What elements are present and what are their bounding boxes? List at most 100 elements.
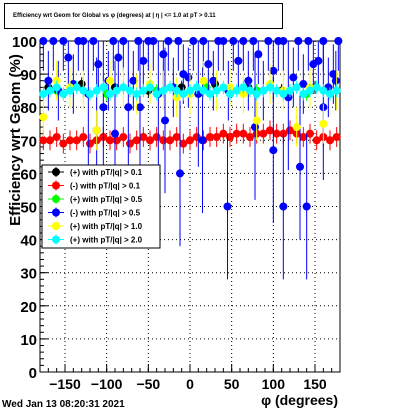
data-point	[119, 37, 128, 45]
data-point	[172, 132, 181, 141]
data-point	[39, 136, 48, 145]
data-point	[49, 37, 58, 45]
data-point	[326, 89, 334, 98]
legend-marker	[52, 168, 60, 176]
data-point	[306, 86, 314, 95]
data-point	[129, 76, 138, 85]
y-tick-label: 80	[20, 100, 37, 117]
legend-marker	[52, 208, 60, 217]
data-point	[72, 136, 81, 145]
data-point	[294, 37, 303, 45]
data-point	[302, 202, 311, 211]
data-point	[52, 83, 61, 92]
data-point	[39, 89, 48, 98]
data-point	[59, 89, 68, 98]
y-tick-label: 30	[20, 266, 37, 283]
data-point	[259, 86, 268, 95]
data-point	[229, 37, 238, 45]
data-point	[244, 76, 253, 85]
data-point	[79, 132, 88, 141]
chart-title-box: Efficiency wrt Geom for Global vs φ (deg…	[4, 3, 283, 29]
data-point	[239, 83, 248, 92]
series-3	[39, 37, 343, 280]
data-point	[172, 86, 181, 95]
data-point	[109, 37, 118, 45]
data-point	[159, 86, 168, 95]
series-1	[39, 120, 341, 154]
y-axis-label: Efficiency wrt Geom (%)	[7, 54, 24, 226]
data-point	[292, 83, 301, 92]
data-point	[272, 86, 281, 95]
data-point	[174, 37, 183, 45]
data-point	[64, 53, 73, 62]
data-point	[212, 132, 221, 141]
data-point	[299, 80, 308, 89]
data-point	[179, 89, 188, 98]
data-point	[119, 132, 128, 141]
chart-title: Efficiency wrt Geom for Global vs φ (deg…	[13, 13, 216, 19]
data-point	[319, 119, 328, 128]
data-point	[134, 37, 143, 45]
data-point	[252, 116, 261, 125]
data-point	[312, 136, 321, 145]
data-point	[99, 83, 108, 92]
data-point	[204, 60, 213, 69]
data-point	[164, 37, 173, 45]
data-point	[246, 132, 254, 141]
data-point	[199, 86, 208, 95]
data-point	[92, 126, 101, 135]
data-point	[94, 60, 103, 69]
data-point	[114, 53, 123, 62]
legend-marker	[52, 195, 60, 203]
data-point	[319, 86, 328, 95]
data-point	[232, 86, 241, 95]
data-point	[139, 132, 148, 141]
data-point	[111, 129, 119, 138]
data-point	[52, 132, 61, 141]
data-series	[39, 37, 343, 280]
x-tick-label: 0	[186, 376, 194, 392]
data-point	[124, 103, 133, 112]
series-5	[39, 80, 341, 101]
data-point	[199, 76, 208, 85]
legend-marker	[52, 181, 60, 190]
x-tick-label: −100	[91, 376, 123, 392]
data-point	[289, 73, 298, 82]
y-tick-label: 40	[20, 233, 37, 250]
data-point	[179, 139, 188, 148]
data-point	[166, 136, 174, 145]
data-point	[149, 37, 158, 45]
data-point	[146, 83, 154, 92]
x-tick-label: −150	[49, 376, 81, 392]
data-point	[106, 76, 114, 85]
data-point	[272, 129, 281, 138]
data-point	[132, 89, 141, 98]
data-point	[119, 83, 128, 92]
data-point	[306, 129, 314, 138]
data-point	[331, 76, 340, 85]
data-point	[334, 37, 343, 45]
data-point	[66, 86, 74, 95]
data-point	[46, 136, 54, 145]
data-point	[279, 37, 288, 45]
data-point	[252, 89, 261, 98]
data-point	[146, 136, 154, 145]
y-tick-label: 90	[20, 67, 37, 84]
data-point	[136, 103, 144, 112]
y-tick-label: 100	[12, 34, 37, 51]
axes: 0 10 20 30 40 50 60 70 80 90 100 −150 −100 −50 0 50 100 1…	[12, 34, 341, 392]
data-point	[259, 129, 268, 138]
data-point	[239, 129, 248, 138]
y-tick-label: 10	[20, 332, 37, 349]
data-point	[192, 83, 201, 92]
data-point	[66, 136, 74, 145]
data-point	[126, 86, 134, 95]
data-point	[279, 89, 288, 98]
data-point	[159, 50, 168, 59]
x-axis-label: φ (degrees)	[261, 392, 338, 408]
data-point	[239, 37, 248, 45]
data-point	[226, 89, 234, 98]
legend-label: (+) with pT/|q| > 2.0	[70, 236, 143, 245]
data-point	[44, 76, 53, 85]
